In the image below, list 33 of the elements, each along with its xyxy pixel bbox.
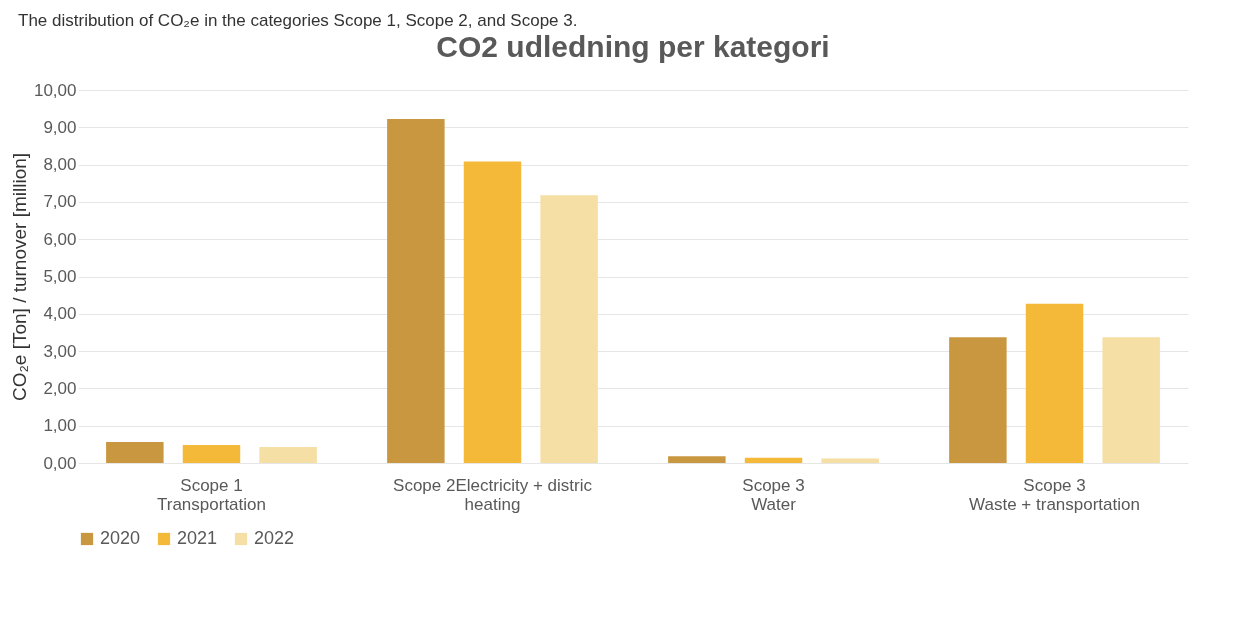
y-tick-label: 5,00 bbox=[43, 267, 77, 286]
bar bbox=[744, 457, 803, 463]
x-tick-label: Scope 2Electricity + distric heating bbox=[393, 475, 593, 514]
x-tick-label: Scope 3 Waste + transportation bbox=[969, 475, 1140, 514]
y-tick-label: 8,00 bbox=[43, 155, 77, 175]
y-tick-label: 6,00 bbox=[43, 229, 77, 249]
bar bbox=[463, 161, 522, 463]
bar bbox=[821, 458, 879, 463]
legend-label: 2021 bbox=[177, 528, 218, 548]
y-tick-label: 2,00 bbox=[43, 378, 77, 398]
bar bbox=[387, 119, 445, 463]
x-tick-label: Scope 3 Water bbox=[742, 475, 805, 514]
chart-title: CO2 udledning per kategori bbox=[436, 30, 830, 63]
y-tick-label: 10,00 bbox=[33, 80, 77, 100]
legend-label: 2022 bbox=[254, 528, 295, 548]
legend-label: 2020 bbox=[100, 528, 141, 548]
bar bbox=[668, 456, 726, 463]
bar bbox=[1025, 303, 1084, 463]
y-tick-label: 1,00 bbox=[43, 416, 77, 436]
text: The distribution of CO₂e in the categories Scope 1, Scope 2, and Scope 3. bbox=[18, 11, 578, 30]
bar bbox=[949, 337, 1007, 463]
y-tick-label: 4,00 bbox=[43, 304, 77, 324]
bar bbox=[182, 445, 241, 463]
y-tick-label: 0,00 bbox=[43, 453, 77, 473]
bar bbox=[1102, 337, 1160, 463]
bar bbox=[106, 442, 164, 463]
y-tick-label: 7,00 bbox=[43, 192, 77, 212]
x-tick-label: Scope 1 Transportation bbox=[156, 475, 266, 514]
y-tick-label: 3,00 bbox=[43, 341, 77, 361]
y-tick-label: 9,00 bbox=[43, 117, 77, 137]
y-axis-title: CO₂e [Ton] / turnover [million] bbox=[8, 152, 30, 402]
bar bbox=[259, 446, 317, 463]
bar bbox=[540, 195, 598, 463]
